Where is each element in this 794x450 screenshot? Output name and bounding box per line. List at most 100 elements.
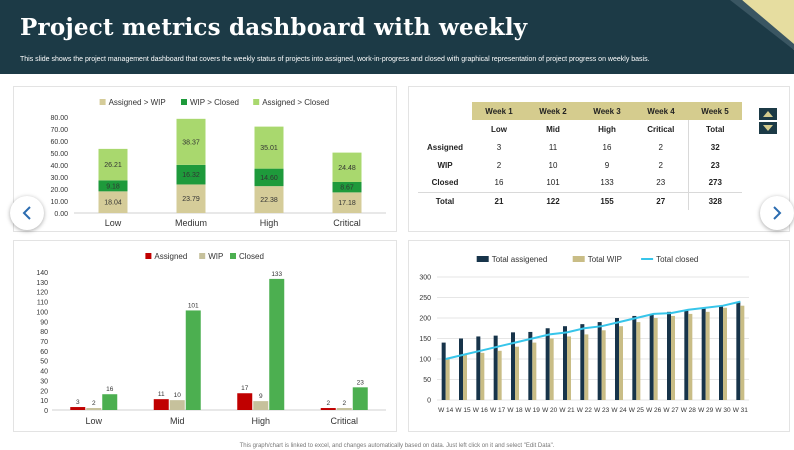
table-row: Closed 16 101 133 23 273 — [418, 174, 742, 192]
y-tick-label: 70 — [40, 339, 48, 346]
x-tick-label: W 28 — [681, 407, 697, 414]
x-tick-label: Critical — [330, 416, 358, 426]
data-label: 17.18 — [338, 200, 356, 207]
bar — [528, 331, 533, 400]
bar — [352, 387, 368, 410]
data-label: 3 — [76, 399, 80, 406]
x-tick-label: W 21 — [559, 407, 575, 414]
table-cell: 16 — [494, 178, 504, 188]
bar-segment — [332, 152, 362, 182]
y-tick-label: 100 — [419, 357, 431, 364]
x-tick-label: W 31 — [733, 407, 749, 414]
y-tick-label: 50 — [423, 377, 431, 384]
bar — [705, 311, 710, 400]
y-tick-label: 90 — [40, 319, 48, 326]
bar — [688, 313, 693, 400]
table-header-cell: Week 5 — [688, 102, 742, 120]
x-tick-label: W 30 — [715, 407, 731, 414]
y-tick-label: 30.00 — [50, 175, 68, 182]
previous-slide-button[interactable] — [10, 196, 44, 230]
bar — [563, 326, 567, 400]
table-cell: 23 — [656, 178, 666, 188]
corner-decoration — [730, 0, 794, 50]
triangle-up-icon — [763, 111, 773, 117]
x-tick-label: Mid — [170, 416, 185, 426]
legend-label: Total WIP — [588, 255, 622, 264]
bar-segment — [98, 180, 128, 192]
table-row: Total 21 122 155 27 328 — [418, 191, 742, 210]
data-label: 23.79 — [182, 196, 200, 203]
legend-label: Total assigened — [492, 255, 548, 264]
bar — [153, 399, 169, 410]
data-label: 101 — [188, 302, 199, 309]
data-label: 8.67 — [340, 185, 354, 192]
page-subtitle: This slide shows the project management … — [20, 56, 650, 63]
row-label: WIP — [437, 160, 453, 170]
data-label: 2 — [92, 400, 96, 407]
bar — [253, 401, 269, 410]
bar — [619, 326, 623, 400]
x-tick-label: High — [251, 416, 270, 426]
y-tick-label: 40 — [40, 369, 48, 376]
bar — [723, 307, 727, 400]
bar — [615, 318, 619, 400]
table-subheader: High — [598, 124, 616, 134]
page-title: Project metrics dashboard with weekly — [20, 14, 528, 41]
data-label: 26.21 — [104, 162, 122, 169]
x-tick-label: W 16 — [473, 407, 489, 414]
x-tick-label: High — [260, 218, 279, 228]
stacked-bar-chart: Assigned > WIP WIP > Closed Assigned > Clo… — [50, 98, 386, 228]
legend-swatch — [145, 253, 152, 259]
legend-label: Total closed — [656, 255, 698, 264]
table-cell: 155 — [580, 191, 634, 210]
bar — [532, 342, 537, 400]
data-label: 24.48 — [338, 165, 356, 172]
y-tick-label: 60.00 — [50, 139, 68, 146]
table-cell: 122 — [526, 191, 580, 210]
grouped-bar-panel: Assigned WIP Closed 0 10 20 30 40 50 60 70 80 90 100 1… — [13, 240, 397, 432]
bar — [441, 342, 446, 400]
table-row: Assigned 3 11 16 2 32 — [418, 138, 742, 156]
y-tick-label: 110 — [37, 300, 48, 307]
grouped-bar-chart: Assigned WIP Closed 0 10 20 30 40 50 60 70 80 90 100 1… — [36, 252, 386, 426]
footer-note: This graph/chart is linked to excel, and… — [239, 443, 555, 449]
next-slide-button[interactable] — [760, 196, 794, 230]
y-tick-label: 140 — [36, 270, 48, 277]
bar — [667, 311, 671, 400]
bar — [601, 330, 606, 400]
bar — [169, 400, 185, 410]
table-cell: 328 — [687, 191, 742, 210]
scroll-down-button[interactable] — [759, 122, 777, 134]
data-label: 35.01 — [260, 145, 278, 152]
bar — [684, 309, 689, 400]
data-label: 10 — [174, 392, 182, 399]
y-tick-label: 0.00 — [54, 211, 68, 218]
data-label: 16 — [106, 386, 114, 393]
bar — [549, 338, 554, 400]
bar — [336, 408, 352, 410]
bar — [493, 335, 498, 400]
bar-segment — [254, 186, 284, 213]
bar — [649, 313, 654, 400]
table-cell: 2 — [496, 160, 502, 170]
bar — [736, 301, 741, 400]
y-tick-label: 150 — [419, 336, 431, 343]
scroll-up-button[interactable] — [759, 108, 777, 120]
bar — [580, 324, 585, 400]
data-label: 22.38 — [260, 197, 278, 204]
table-cell: 101 — [546, 178, 560, 188]
legend-swatch — [476, 256, 489, 262]
table-cell: 10 — [548, 160, 558, 170]
bar-segment — [176, 164, 206, 185]
table-cell: 27 — [634, 191, 688, 210]
bar-segment — [176, 184, 206, 213]
x-tick-label: W 25 — [629, 407, 645, 414]
bar-segment — [98, 191, 128, 213]
line-series — [445, 300, 741, 360]
x-tick-label: Critical — [333, 218, 361, 228]
data-label: 16.32 — [182, 172, 200, 179]
legend-swatch — [253, 99, 260, 105]
bar-segment — [98, 148, 128, 181]
data-label: 18.04 — [104, 200, 122, 207]
bar — [320, 408, 336, 410]
